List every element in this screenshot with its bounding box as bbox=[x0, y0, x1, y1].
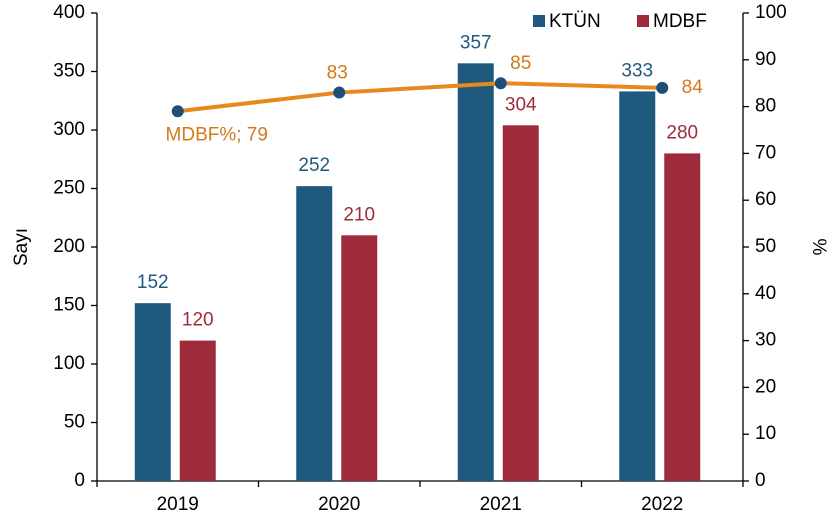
x-tick-label: 2020 bbox=[318, 494, 360, 515]
x-tick-label: 2022 bbox=[641, 494, 683, 515]
bar bbox=[502, 125, 539, 481]
y2-tick-label: 0 bbox=[755, 470, 766, 491]
bar-label: 333 bbox=[621, 60, 653, 81]
y-axis-label: Sayı bbox=[11, 228, 32, 266]
y-tick-label: 400 bbox=[53, 2, 85, 23]
line-marker bbox=[171, 105, 184, 118]
y2-tick-label: 100 bbox=[755, 2, 787, 23]
bar bbox=[296, 186, 333, 481]
bar-label: 304 bbox=[505, 94, 537, 115]
bar bbox=[457, 63, 494, 482]
y-tick-label: 200 bbox=[53, 236, 85, 257]
x-tick-label: 2019 bbox=[157, 494, 199, 515]
y2-tick-label: 30 bbox=[755, 330, 776, 351]
legend-label: MDBF bbox=[653, 11, 707, 32]
y2-tick-label: 20 bbox=[755, 376, 776, 397]
y-tick-label: 250 bbox=[53, 178, 85, 199]
y-tick-label: 100 bbox=[53, 353, 85, 374]
y2-tick-label: 80 bbox=[755, 96, 776, 117]
line-marker bbox=[494, 77, 507, 90]
y-tick-label: 350 bbox=[53, 61, 85, 82]
line-label: 83 bbox=[327, 63, 348, 84]
y2-tick-label: 40 bbox=[755, 283, 776, 304]
y2-tick-label: 60 bbox=[755, 189, 776, 210]
bar-label: 252 bbox=[298, 155, 330, 176]
bar bbox=[341, 235, 378, 481]
legend-swatch bbox=[637, 15, 649, 27]
bar-label: 280 bbox=[666, 122, 698, 143]
y2-tick-label: 10 bbox=[755, 423, 776, 444]
legend-label: KTÜN bbox=[549, 11, 601, 32]
bar bbox=[619, 91, 656, 481]
bar-label: 152 bbox=[137, 272, 169, 293]
line-marker bbox=[656, 81, 669, 94]
y2-axis-label: % bbox=[808, 239, 829, 256]
y2-tick-label: 70 bbox=[755, 142, 776, 163]
line bbox=[177, 81, 663, 114]
y-tick-label: 50 bbox=[64, 412, 85, 433]
bar bbox=[134, 303, 171, 481]
x-tick-label: 2021 bbox=[480, 494, 522, 515]
line-marker bbox=[333, 86, 346, 99]
legend-swatch bbox=[533, 15, 545, 27]
bar-label: 357 bbox=[460, 32, 492, 53]
bar-label: 120 bbox=[182, 310, 214, 331]
bar bbox=[664, 153, 701, 481]
y-tick-label: 150 bbox=[53, 295, 85, 316]
y-tick-label: 300 bbox=[53, 119, 85, 140]
y2-tick-label: 50 bbox=[755, 236, 776, 257]
bar bbox=[179, 340, 216, 481]
line-label: MDBF%; 79 bbox=[166, 124, 268, 145]
line-label: 85 bbox=[510, 53, 531, 74]
bar-label: 210 bbox=[343, 204, 375, 225]
y2-tick-label: 90 bbox=[755, 49, 776, 70]
line-label: 84 bbox=[682, 77, 704, 98]
y-tick-label: 0 bbox=[74, 470, 85, 491]
